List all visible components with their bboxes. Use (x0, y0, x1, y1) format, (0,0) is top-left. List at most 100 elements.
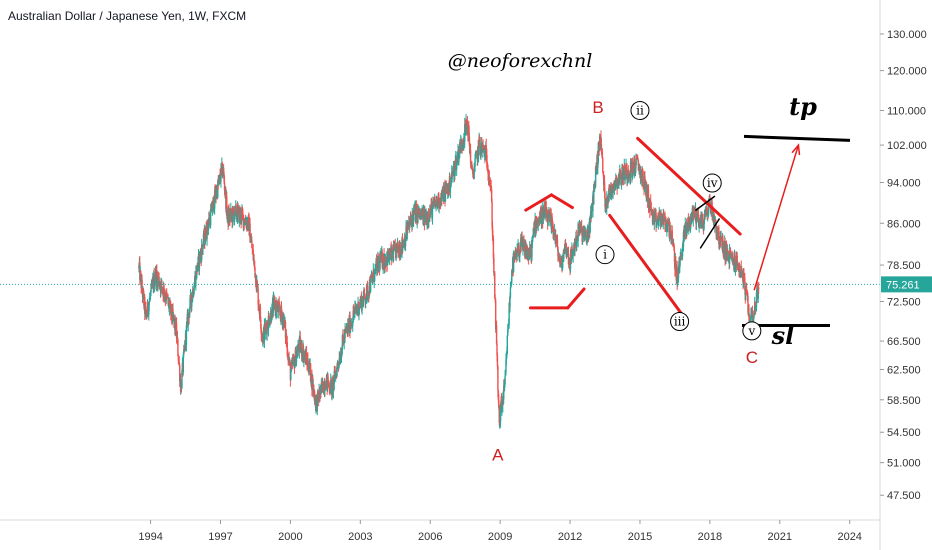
candle-body (313, 384, 315, 395)
candle-body (267, 315, 270, 331)
candle-body (327, 376, 329, 386)
last-price-line: 75.261 (0, 276, 932, 293)
candle-body (480, 143, 482, 155)
candle-body (212, 200, 214, 211)
candle-body (531, 242, 533, 258)
wave-label-ii: ii (636, 103, 644, 117)
candle-body (226, 196, 228, 216)
candle-body (560, 257, 563, 265)
candle-body (540, 212, 543, 223)
y-tick-label: 47.500 (887, 490, 921, 502)
wave-label-circle (630, 100, 650, 120)
candle-body (569, 253, 572, 270)
candle-body (716, 227, 719, 238)
candle-body (352, 322, 354, 327)
candle-body (613, 184, 616, 189)
candle-body (677, 267, 680, 279)
candle-body (187, 312, 189, 326)
candle-body (511, 270, 513, 283)
pattern-upper-left-line (524, 193, 553, 212)
y-tick-label: 62.500 (887, 364, 921, 376)
candle-body (509, 287, 512, 298)
candle-body (209, 209, 212, 226)
candle-body (290, 371, 292, 381)
candle-body (505, 359, 507, 373)
candle-body (722, 240, 725, 256)
candle-body (647, 189, 650, 207)
wave-label-C: C (746, 348, 758, 367)
candle-body (444, 186, 447, 202)
candle-body (482, 146, 485, 151)
candle-body (362, 297, 365, 306)
candle-body (728, 250, 731, 264)
candle-body (177, 339, 179, 357)
y-tick-label: 130.000 (887, 29, 927, 41)
candle-body (745, 291, 747, 300)
candle-body (699, 217, 702, 223)
candle-body (177, 356, 180, 362)
candle-body (200, 244, 203, 261)
candle-body (558, 256, 561, 262)
take-profit-line (743, 134, 851, 142)
x-tick-label: 2012 (558, 531, 582, 543)
candle-body (503, 385, 505, 400)
candle-body (213, 190, 216, 209)
candle-body (608, 186, 610, 201)
candle-body (392, 245, 395, 261)
candle-body (412, 209, 415, 222)
projection-arrow-head (791, 143, 801, 156)
candle-body (585, 230, 587, 241)
candle-body (303, 354, 305, 361)
wave-iv-lower-line (699, 218, 720, 249)
wave-label-iv: iv (707, 176, 718, 190)
candle-body (175, 323, 178, 339)
candle-body (352, 310, 355, 316)
candle-body (584, 232, 586, 234)
candle-body (307, 358, 309, 368)
candle-body (469, 150, 472, 164)
candle-body (255, 274, 257, 287)
candle-body (563, 253, 565, 259)
candle-body (415, 206, 417, 221)
wave-label-iii: iii (674, 315, 686, 329)
candle-body (615, 179, 617, 188)
candle-body (542, 211, 545, 213)
candle-body (191, 297, 193, 307)
candle-body (399, 246, 401, 256)
x-tick-label: 1994 (138, 531, 162, 543)
wave-label-circle (702, 173, 722, 193)
candle-body (751, 310, 754, 316)
y-tick-label: 54.500 (887, 427, 921, 439)
candle-body (189, 297, 191, 310)
candle-body (734, 255, 736, 271)
candle-body (556, 239, 559, 247)
candle-body (156, 270, 158, 276)
candle-body (537, 222, 539, 227)
x-tick-label: 1997 (208, 531, 232, 543)
candle-body (650, 203, 652, 210)
candle-body (567, 247, 569, 258)
candle-body (753, 301, 756, 314)
candle-body (506, 353, 508, 357)
candle-body (176, 336, 179, 340)
candle-body (372, 275, 374, 281)
candle-body (296, 350, 299, 357)
candle-body (601, 151, 604, 158)
y-tick-label: 66.500 (887, 336, 921, 348)
wave-iv-upper-line (695, 195, 716, 211)
candle-body (743, 272, 745, 278)
y-tick-label: 51.000 (887, 458, 921, 470)
candle-body (722, 236, 724, 241)
wave-label-i: i (603, 248, 607, 262)
candle-body (376, 259, 379, 275)
candle-body (253, 260, 256, 267)
candle-body (495, 325, 498, 345)
candle-body (468, 143, 471, 153)
candle-body (309, 363, 312, 382)
candle-body (242, 213, 244, 215)
wave-label-A: A (492, 446, 504, 465)
candle-body (514, 251, 517, 260)
candle-body (597, 162, 599, 169)
